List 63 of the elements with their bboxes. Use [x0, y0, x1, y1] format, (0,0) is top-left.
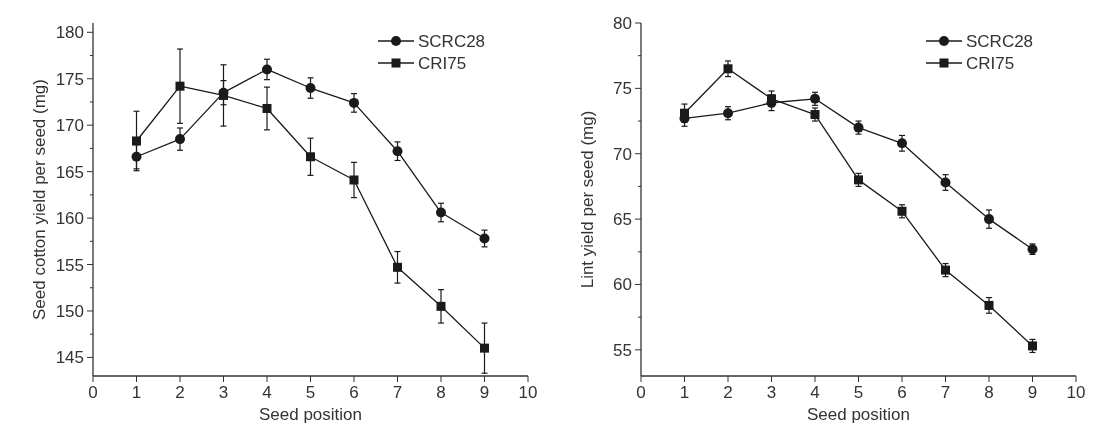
x-tick-label: 2 [175, 383, 185, 402]
point [175, 81, 185, 91]
x-tick-label: 8 [984, 383, 994, 402]
x-tick-label: 5 [305, 383, 316, 402]
x-tick-label: 9 [1027, 383, 1038, 402]
point [723, 64, 733, 74]
point [262, 103, 272, 113]
x-axis-title: Seed position [806, 405, 911, 424]
x-tick-label: 1 [131, 383, 142, 402]
x-tick-label: 7 [392, 383, 403, 402]
legend-label: CRI75 [966, 54, 1015, 73]
x-axis-title: Seed position [258, 405, 363, 424]
y-tick-label: 80 [613, 14, 632, 33]
y-tick-label: 160 [55, 209, 84, 229]
x-tick-label: 6 [897, 383, 907, 402]
x-tick-label: 1 [679, 383, 690, 402]
x-tick-label: 2 [723, 383, 733, 402]
x-tick-label: 8 [436, 383, 446, 402]
y-tick-label: 145 [55, 348, 84, 368]
x-tick-label: 6 [349, 383, 359, 402]
y-tick-label: 165 [55, 162, 84, 182]
y-axis-title: Seed cotton yield per seed (mg) [30, 79, 49, 320]
y-tick-label: 75 [613, 79, 632, 99]
x-tick-label: 4 [262, 383, 272, 402]
y-tick-label: 150 [55, 301, 84, 321]
point [436, 301, 446, 311]
point [984, 214, 994, 225]
x-tick-label: 7 [940, 383, 951, 402]
x-tick-label: 0 [88, 383, 98, 402]
y-tick-label: 170 [55, 116, 84, 136]
point [480, 343, 489, 353]
point [984, 300, 994, 310]
point [262, 64, 272, 75]
point [897, 138, 907, 149]
y-tick-label: 60 [613, 275, 632, 295]
point [175, 134, 185, 145]
y-tick-label: 70 [613, 144, 632, 164]
point [306, 152, 315, 162]
point [436, 207, 446, 218]
legend-label: SCRC28 [418, 32, 486, 51]
y-tick-label: 155 [55, 255, 84, 275]
point [479, 233, 490, 244]
x-tick-label: 9 [479, 383, 490, 402]
x-tick-label: 10 [1066, 383, 1086, 402]
point [392, 146, 403, 157]
x-tick-label: 3 [766, 383, 777, 402]
y-tick-label: 55 [613, 340, 632, 360]
x-tick-label: 0 [636, 383, 646, 402]
point [305, 83, 316, 94]
point [393, 262, 402, 272]
legend-label: CRI75 [418, 54, 467, 73]
y-axis-title: Lint yield per seed (mg) [578, 110, 597, 289]
legend-label: SCRC28 [966, 32, 1034, 51]
x-tick-label: 4 [810, 383, 820, 402]
y-tick-label: 65 [613, 210, 632, 230]
point [349, 175, 359, 185]
y-tick-label: 180 [55, 23, 84, 43]
x-tick-label: 10 [518, 383, 538, 402]
x-tick-label: 3 [218, 383, 229, 402]
point [349, 97, 359, 108]
y-tick-label: 175 [55, 69, 84, 89]
x-tick-label: 5 [853, 383, 864, 402]
point [680, 108, 689, 118]
